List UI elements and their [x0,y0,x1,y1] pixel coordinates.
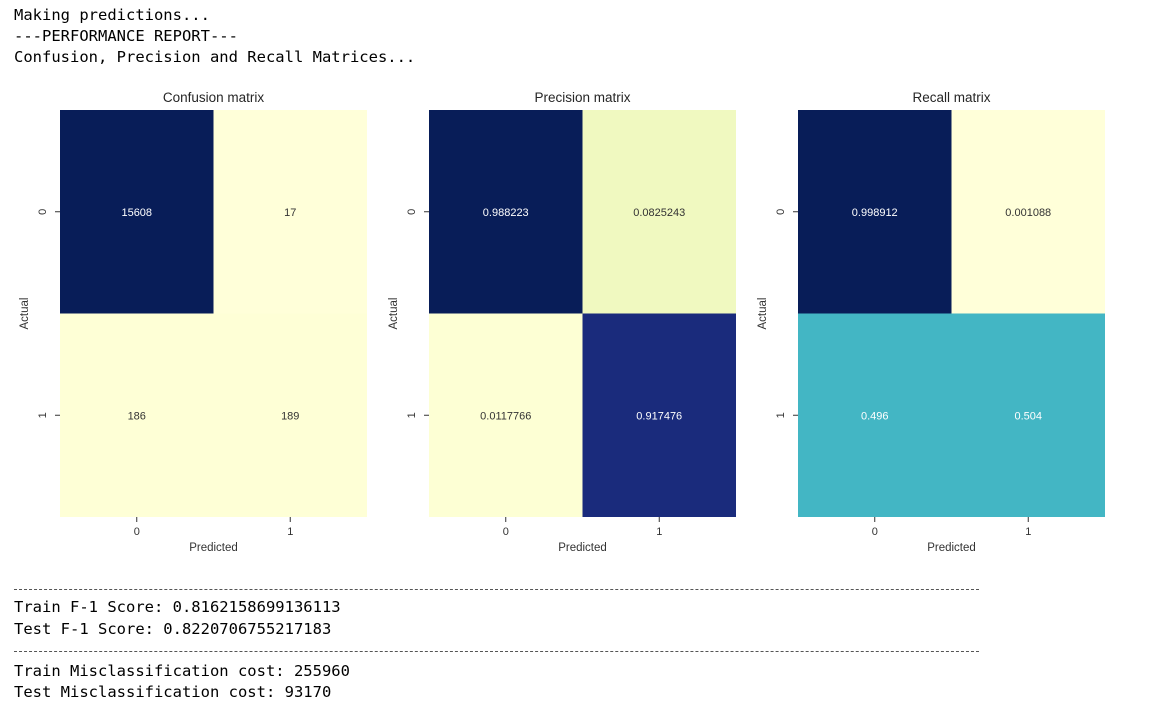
recall-matrix-y-tick-1: 1 [775,412,787,418]
confusion-matrix-cell-0-0 [60,110,214,314]
recall-matrix-x-tick-1: 1 [1025,526,1031,538]
precision-matrix-x-tick-0: 0 [503,526,509,538]
precision-matrix-cell-label-0-0: 0.988223 [483,207,529,219]
recall-matrix-cell-1-1 [951,313,1105,517]
precision-matrix-cell-label-1-1: 0.917476 [636,410,682,422]
confusion-matrix-title: Confusion matrix [163,90,265,105]
confusion-matrix-cell-1-0 [60,313,214,517]
recall-matrix-x-tick-0: 0 [872,526,878,538]
precision-matrix-x-tick-1: 1 [656,526,662,538]
confusion-matrix-xlabel: Predicted [189,542,238,554]
precision-matrix-y-tick-0: 0 [406,209,418,215]
recall-matrix-cell-label-1-1: 0.504 [1014,410,1042,422]
precision-matrix-title: Precision matrix [534,90,630,105]
confusion-matrix-cell-0-1 [213,110,367,314]
recall-matrix-ylabel: Actual [757,298,769,330]
train-f1-score: Train F-1 Score: 0.8162158699136113 [14,598,341,616]
confusion-matrix-cell-label-1-0: 186 [128,410,146,422]
output-line-making-predictions: Making predictions... [14,6,210,24]
confusion-matrix-cell-label-1-1: 189 [281,410,299,422]
recall-matrix-cell-0-1 [951,110,1105,314]
recall-matrix-cell-0-0 [798,110,952,314]
precision-matrix-xlabel: Predicted [558,542,607,554]
confusion-matrix-ylabel: Actual [19,298,31,330]
precision-matrix-ylabel: Actual [388,298,400,330]
confusion-matrix-cell-label-0-0: 15608 [121,207,152,219]
precision-matrix-y-tick-1: 1 [406,412,418,418]
confusion-matrix-cell-label-0-1: 17 [284,207,296,219]
confusion-matrix-x-tick-1: 1 [287,526,293,538]
confusion-matrix-y-tick-0: 0 [37,209,49,215]
test-f1-score: Test F-1 Score: 0.8220706755217183 [14,620,332,638]
confusion-matrix-cell-1-1 [213,313,367,517]
precision-matrix-cell-label-0-1: 0.0825243 [633,207,685,219]
separator-1 [14,589,979,590]
matrices-figure: Confusion matrix 15608 17 186 189 0 1 0 1 Predict… [19,90,1105,554]
train-misclassification-cost: Train Misclassification cost: 255960 [14,662,350,680]
precision-matrix-cell-0-1 [582,110,736,314]
separator-2 [14,651,979,652]
precision-matrix-cell-0-0 [429,110,583,314]
precision-matrix-cell-1-0 [429,313,583,517]
recall-matrix-title: Recall matrix [912,90,990,105]
recall-matrix-cell-label-1-0: 0.496 [861,410,889,422]
recall-matrix-cell-label-0-1: 0.001088 [1005,207,1051,219]
recall-matrix-y-tick-0: 0 [775,209,787,215]
recall-matrix-xlabel: Predicted [927,542,976,554]
precision-matrix-cell-label-1-0: 0.0117766 [480,410,531,422]
test-misclassification-cost: Test Misclassification cost: 93170 [14,683,332,701]
precision-matrix-cell-1-1 [582,313,736,517]
output-line-performance-report: ---PERFORMANCE REPORT--- [14,27,238,45]
recall-matrix-cell-1-0 [798,313,952,517]
output-line-matrices: Confusion, Precision and Recall Matrices… [14,48,416,66]
recall-matrix-cell-label-0-0: 0.998912 [852,207,898,219]
confusion-matrix-y-tick-1: 1 [37,412,49,418]
confusion-matrix-x-tick-0: 0 [134,526,140,538]
